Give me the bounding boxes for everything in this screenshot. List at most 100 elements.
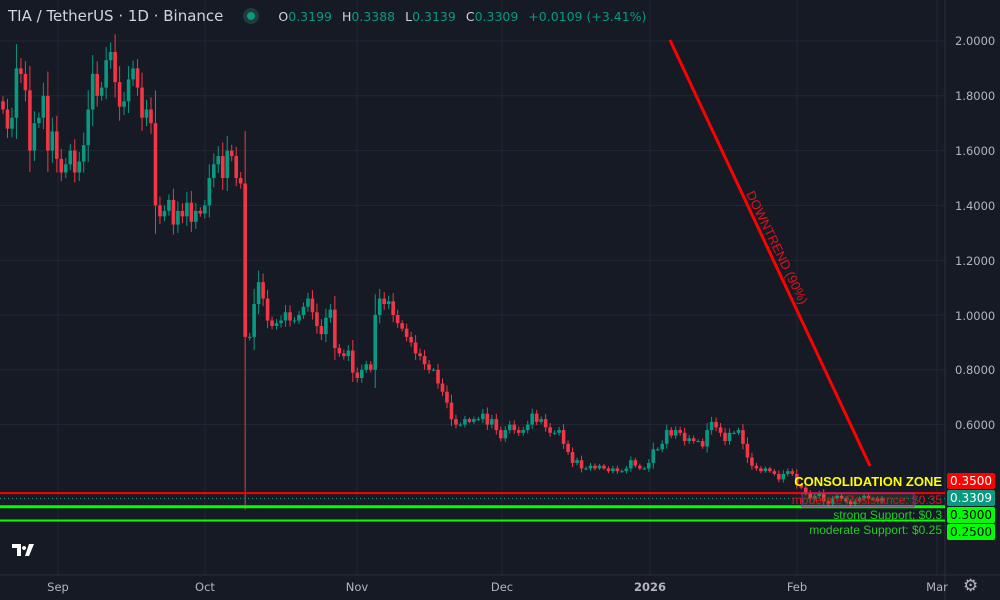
candle-up [41, 95, 46, 118]
candle-up [279, 320, 283, 324]
candle-up [458, 424, 463, 426]
price-tick: 2.0000 [955, 34, 996, 48]
gear-icon[interactable]: ⚙ [963, 576, 979, 596]
candle-up [256, 282, 261, 305]
candle-up [709, 421, 714, 431]
open-label: O [278, 8, 289, 24]
candle-up [763, 468, 768, 472]
candle-up [14, 68, 19, 118]
candle-up [584, 468, 588, 470]
candle-up [122, 101, 126, 107]
candle-up [481, 413, 485, 420]
candle-up [727, 432, 732, 442]
candle-down [808, 493, 813, 499]
candle-up [225, 150, 230, 178]
candle-down [28, 90, 32, 151]
strong-support-price-label: 0.3000 [947, 507, 995, 523]
candle-up [90, 73, 95, 110]
candle-up [301, 306, 306, 315]
candle-down [153, 123, 158, 206]
moderate-support-label: moderate Support: $0.25 [809, 523, 942, 537]
candle-up [552, 432, 557, 434]
tradingview-logo[interactable] [10, 538, 38, 562]
candle-up [673, 430, 678, 436]
resistance-price-label: 0.3500 [947, 473, 995, 489]
candle-down [454, 419, 458, 425]
candle-up [781, 473, 786, 480]
candle-down [315, 312, 319, 326]
candle-down [839, 495, 844, 499]
candle-down [844, 498, 848, 502]
candle-up [359, 369, 364, 379]
candle-up [306, 298, 310, 307]
candle-up [274, 323, 279, 326]
candle-up [830, 498, 835, 505]
candle-down [113, 51, 117, 83]
candle-up [490, 419, 494, 425]
candle-up [328, 309, 333, 318]
symbol-title[interactable]: TIA / TetherUS · 1D · Binance [8, 7, 224, 25]
candle-up [620, 471, 624, 473]
candle-down [46, 95, 50, 151]
candle-down [220, 156, 225, 178]
candle-down [669, 430, 674, 436]
ohlc-values: O0.3199 H0.3388 L0.3139 C0.3309 +0.0109 … [272, 9, 646, 24]
candle-down [561, 430, 566, 444]
candle-down [319, 325, 324, 335]
candle-down [368, 364, 373, 370]
low-value: 0.3139 [412, 8, 456, 24]
candle-up [50, 131, 55, 151]
candle-down [342, 353, 346, 357]
candle-up [10, 117, 14, 129]
candle-down [436, 369, 440, 384]
candle-down [534, 413, 539, 422]
candle-down [117, 82, 122, 107]
candle-down [59, 158, 64, 173]
candle-down [171, 199, 176, 225]
candle-down [23, 73, 28, 91]
time-tick: 2026 [633, 580, 667, 594]
candle-up [530, 413, 534, 425]
time-tick: Dec [490, 580, 514, 594]
high-value: 0.3388 [351, 8, 396, 24]
candle-up [373, 315, 378, 370]
price-tick: 1.0000 [955, 309, 996, 323]
candle-up [463, 419, 467, 425]
candle-down [678, 430, 682, 433]
candle-up [297, 315, 301, 321]
candle-down [135, 68, 140, 88]
candle-down [445, 391, 449, 403]
time-tick: Sep [47, 580, 69, 594]
candle-down [404, 328, 409, 337]
candle-down [391, 301, 395, 315]
candle-down [848, 501, 853, 505]
candle-up [431, 369, 436, 371]
candle-down [158, 205, 162, 217]
candle-down [351, 350, 355, 373]
candle-down [55, 131, 59, 159]
candle-up [705, 430, 709, 447]
candle-down [826, 501, 830, 505]
candle-down [548, 427, 552, 433]
candle-down [5, 109, 10, 129]
candle-down [238, 178, 243, 184]
candle-up [211, 164, 216, 178]
candle-up [386, 301, 391, 305]
candle-down [772, 471, 777, 474]
candle-down [261, 282, 265, 299]
candle-up [37, 117, 41, 124]
candle-down [333, 309, 337, 348]
candle-up [812, 495, 817, 499]
candle-down [777, 473, 781, 480]
candle-down [593, 465, 597, 469]
candle-up [81, 145, 86, 162]
candle-up [624, 468, 629, 472]
candle-up [108, 51, 113, 61]
candle-up [651, 449, 656, 463]
moderate-support-price-label: 0.2500 [947, 524, 995, 540]
candle-down [516, 430, 521, 433]
candle-up [252, 304, 256, 337]
candle-up [539, 419, 543, 422]
candle-down [265, 298, 270, 321]
